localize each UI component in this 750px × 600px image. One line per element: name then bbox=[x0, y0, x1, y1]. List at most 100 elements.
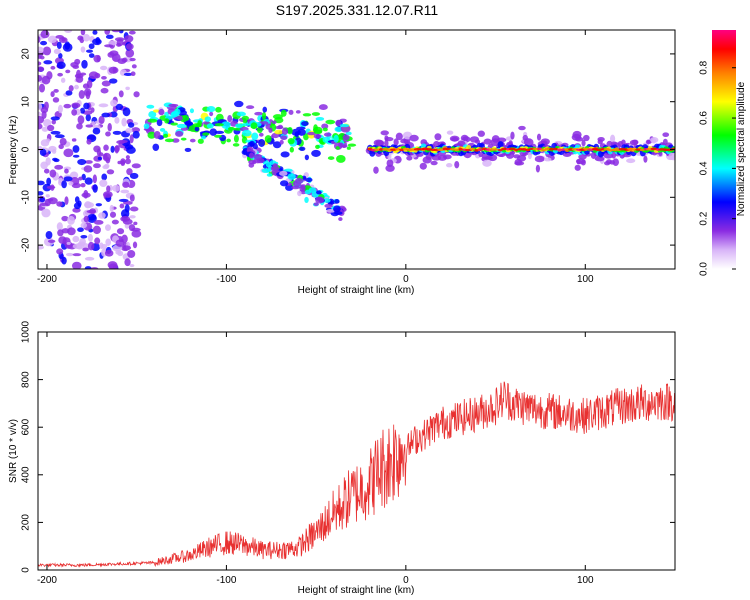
spectrogram-cell bbox=[272, 163, 279, 168]
spectrogram-cell bbox=[118, 139, 128, 144]
spectrogram-cell bbox=[323, 132, 332, 137]
spectrogram-cell bbox=[342, 134, 350, 141]
spectrogram-cell bbox=[590, 151, 597, 160]
snr-xtick-label: -100 bbox=[216, 575, 236, 586]
spectrogram-cell bbox=[235, 123, 244, 129]
spectrogram-cell bbox=[85, 49, 94, 53]
spectrogram-cell bbox=[56, 61, 66, 70]
spectrogram-cell bbox=[93, 163, 101, 169]
spectrogram-cell bbox=[71, 109, 78, 116]
spectrogram-cell bbox=[202, 132, 210, 136]
spectrogram-cell bbox=[105, 34, 114, 39]
spectrogram-cell bbox=[43, 101, 49, 110]
spectrogram-cell bbox=[41, 126, 49, 132]
spectrogram-cell bbox=[97, 156, 102, 161]
spectrogram-cell bbox=[38, 61, 42, 66]
spectrogram-cell bbox=[133, 91, 140, 98]
spectrogram-cell bbox=[164, 118, 170, 124]
spectrogram-cell bbox=[264, 135, 272, 143]
spectrogram-cell bbox=[93, 220, 104, 225]
spectrogram-cell bbox=[86, 138, 92, 145]
spectrogram-cell bbox=[536, 133, 542, 141]
spectrogram-cell bbox=[87, 241, 95, 251]
spectrogram-cell bbox=[333, 205, 341, 213]
spectrogram-cell bbox=[129, 206, 139, 212]
spectrogram-cell bbox=[125, 158, 131, 165]
spectrogram-cell bbox=[294, 178, 304, 184]
spectrogram-cell bbox=[279, 139, 284, 145]
spectrogram-cell bbox=[86, 79, 93, 89]
spectrogram-cell bbox=[299, 185, 306, 192]
spectrogram-cell bbox=[333, 134, 339, 143]
spectrogram-cell bbox=[305, 177, 313, 183]
spectrogram-cell bbox=[38, 180, 45, 186]
spectrogram-cell bbox=[662, 132, 670, 138]
spectrogram-cell bbox=[522, 134, 528, 141]
spectrogram-ytick-label: 10 bbox=[21, 96, 32, 108]
spectrogram-cell bbox=[260, 121, 269, 125]
spectrogram-cell bbox=[346, 146, 351, 150]
spectrogram-cell bbox=[93, 54, 101, 63]
spectrogram-cell bbox=[118, 90, 124, 98]
spectrogram-cell bbox=[88, 43, 95, 50]
spectrogram-cell bbox=[482, 159, 492, 167]
spectrogram-cell bbox=[338, 142, 344, 148]
spectrogram-cell bbox=[345, 131, 352, 136]
spectrogram-cell bbox=[311, 149, 321, 157]
spectrogram-cell bbox=[373, 139, 384, 147]
spectrogram-cell bbox=[40, 161, 48, 170]
spectrogram-cell bbox=[272, 141, 282, 149]
spectrogram-cell bbox=[180, 137, 187, 141]
spectrogram-cell bbox=[68, 181, 74, 186]
spectrogram-cell bbox=[313, 202, 319, 207]
spectrogram-cell bbox=[82, 247, 89, 252]
spectrogram-cell bbox=[114, 145, 119, 154]
spectrogram-cell bbox=[626, 158, 636, 164]
spectrogram-cell bbox=[597, 139, 603, 145]
spectrogram-cell bbox=[168, 103, 179, 108]
spectrogram-cell bbox=[514, 161, 525, 166]
spectrogram-cell bbox=[61, 180, 67, 189]
spectrogram-cell bbox=[454, 148, 460, 152]
spectrogram-cell bbox=[120, 209, 130, 219]
spectrogram-cell bbox=[88, 53, 95, 58]
spectrogram-cell bbox=[335, 146, 341, 150]
spectrogram-cell bbox=[38, 55, 42, 59]
spectrogram-cell bbox=[221, 121, 231, 129]
spectrogram-cell bbox=[206, 106, 216, 113]
spectrogram-cell bbox=[668, 152, 675, 161]
spectrogram-cell bbox=[72, 65, 80, 69]
spectrogram-cell bbox=[65, 90, 73, 96]
spectrogram-cell bbox=[334, 199, 340, 204]
spectrogram-cell bbox=[84, 177, 93, 185]
spectrogram-cell bbox=[322, 136, 330, 143]
spectrogram-cell bbox=[280, 135, 288, 141]
spectrogram-cell bbox=[50, 184, 55, 191]
spectrogram-cell bbox=[119, 203, 125, 209]
spectrogram-cell bbox=[543, 157, 552, 162]
spectrogram-cell bbox=[115, 239, 125, 247]
spectrogram-cell bbox=[77, 158, 87, 166]
spectrogram-cell bbox=[575, 136, 584, 142]
spectrogram-cell bbox=[72, 235, 80, 243]
spectrogram-cell bbox=[115, 103, 124, 111]
spectrogram-cell bbox=[206, 123, 214, 129]
spectrogram-cell bbox=[41, 75, 51, 85]
spectrogram-cell bbox=[56, 248, 64, 255]
spectrogram-cell bbox=[101, 75, 107, 80]
spectrogram-cell bbox=[132, 241, 138, 249]
spectrogram-ytick-label: 0 bbox=[21, 146, 32, 152]
spectrogram-cell bbox=[111, 30, 121, 33]
spectrogram-cell bbox=[123, 72, 133, 77]
spectrogram-cell bbox=[126, 168, 133, 176]
spectrogram-cell bbox=[42, 46, 52, 56]
spectrogram-cell bbox=[61, 215, 69, 222]
spectrogram-cell bbox=[268, 127, 273, 133]
spectrogram-cell bbox=[92, 30, 98, 35]
snr-ylabel: SNR (10 * v/v) bbox=[8, 419, 19, 483]
spectrogram-cell bbox=[99, 179, 108, 188]
spectrogram-cell bbox=[266, 173, 273, 177]
spectrogram-cell bbox=[214, 134, 222, 138]
spectrogram-cell bbox=[72, 253, 82, 257]
spectrogram-cell bbox=[80, 182, 86, 188]
